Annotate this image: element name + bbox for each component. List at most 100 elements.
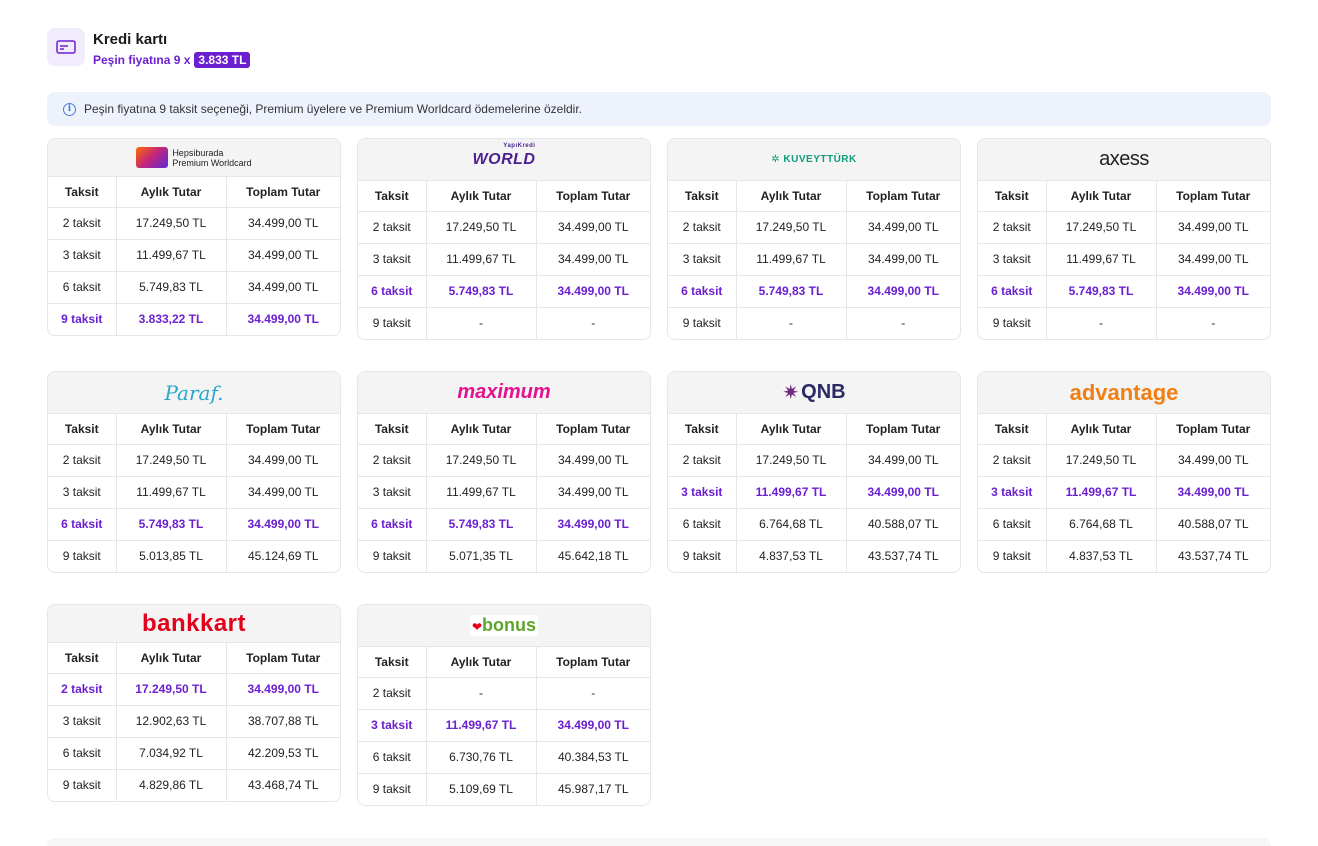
table-row: 2 taksit 17.249,50 TL 34.499,00 TL xyxy=(358,444,650,477)
table-row: 3 taksit 11.499,67 TL 34.499,00 TL xyxy=(358,709,650,742)
bank-logo: ✲ KUVEYTTÜRK xyxy=(668,139,960,181)
table-row: 6 taksit 6.764,68 TL 40.588,07 TL xyxy=(668,508,960,541)
logo-text: bonus xyxy=(482,615,537,635)
bank-card-axess: axess Taksit Aylık Tutar Toplam Tutar 2 tak… xyxy=(977,138,1271,340)
installment-count: 3 taksit xyxy=(48,705,117,738)
installment-count: 9 taksit xyxy=(358,773,427,805)
column-header: Toplam Tutar xyxy=(1156,414,1270,445)
installment-count: 6 taksit xyxy=(668,508,737,541)
monthly-amount: 11.499,67 TL xyxy=(736,243,847,276)
column-header: Aylık Tutar xyxy=(1046,414,1157,445)
total-amount: 34.499,00 TL xyxy=(536,275,650,308)
column-header: Toplam Tutar xyxy=(226,414,340,445)
total-amount: 34.499,00 TL xyxy=(846,211,960,244)
bank-card-bonus: ❤bonus Taksit Aylık Tutar Toplam Tutar 2 ta… xyxy=(357,604,651,806)
monthly-amount: 4.837,53 TL xyxy=(1046,540,1157,572)
table-header-row: Taksit Aylık Tutar Toplam Tutar xyxy=(358,181,650,212)
bank-card-bankkart: bankkart Taksit Aylık Tutar Toplam Tutar 2 … xyxy=(47,604,341,802)
installment-table: Taksit Aylık Tutar Toplam Tutar 2 taksit 17.… xyxy=(978,181,1270,339)
column-header: Toplam Tutar xyxy=(226,643,340,674)
monthly-amount: - xyxy=(426,677,537,710)
logo-text: advantage xyxy=(1069,379,1179,405)
column-header: Aylık Tutar xyxy=(426,181,537,212)
column-header: Taksit xyxy=(48,177,117,208)
installment-count: 6 taksit xyxy=(358,508,427,541)
info-text: Peşin fiyatına 9 taksit seçeneği, Premiu… xyxy=(84,102,582,116)
monthly-amount: 17.249,50 TL xyxy=(426,211,537,244)
installment-table: Taksit Aylık Tutar Toplam Tutar 2 taksit 17.… xyxy=(48,414,340,572)
installment-count: 6 taksit xyxy=(978,275,1047,308)
installment-count: 6 taksit xyxy=(48,508,117,541)
installment-count: 2 taksit xyxy=(48,444,117,477)
monthly-amount: - xyxy=(736,307,847,339)
monthly-amount: 5.749,83 TL xyxy=(116,271,227,304)
logo-text: WORLD xyxy=(472,150,536,168)
total-amount: 40.588,07 TL xyxy=(1156,508,1270,541)
monthly-amount: 5.749,83 TL xyxy=(116,508,227,541)
monthly-amount: 11.499,67 TL xyxy=(1046,243,1157,276)
installment-table: Taksit Aylık Tutar Toplam Tutar 2 taksit 17.… xyxy=(358,414,650,572)
table-row: 9 taksit 3.833,22 TL 34.499,00 TL xyxy=(48,303,340,335)
total-amount: 34.499,00 TL xyxy=(1156,243,1270,276)
installment-count: 3 taksit xyxy=(978,243,1047,276)
total-amount: 43.537,74 TL xyxy=(1177,549,1249,564)
installment-summary-text: Peşin fiyatına 9 x xyxy=(93,53,191,67)
column-header: Aylık Tutar xyxy=(736,181,847,212)
table-row: 2 taksit 17.249,50 TL 34.499,00 TL xyxy=(668,211,960,244)
table-row: 3 taksit 11.499,67 TL 34.499,00 TL xyxy=(668,243,960,276)
column-header: Taksit xyxy=(978,181,1047,212)
table-row: 2 taksit 17.249,50 TL 34.499,00 TL xyxy=(48,673,340,706)
table-row: 6 taksit 5.749,83 TL 34.499,00 TL xyxy=(358,275,650,308)
table-header-row: Taksit Aylık Tutar Toplam Tutar xyxy=(668,181,960,212)
total-amount: 45.124,69 TL xyxy=(247,549,319,564)
column-header: Taksit xyxy=(978,414,1047,445)
bank-logo: Hepsiburada Premium Worldcard xyxy=(48,139,340,177)
installment-count: 2 taksit xyxy=(358,677,427,710)
installment-count: 6 taksit xyxy=(358,741,427,774)
installment-count: 6 taksit xyxy=(48,737,117,770)
column-header: Aylık Tutar xyxy=(426,647,537,678)
installment-count: 9 taksit xyxy=(358,307,427,339)
total-amount: - xyxy=(901,316,906,331)
total-amount: 45.642,18 TL xyxy=(557,549,629,564)
installment-count: 9 taksit xyxy=(978,307,1047,339)
table-row: 3 taksit 11.499,67 TL 34.499,00 TL xyxy=(358,476,650,509)
monthly-amount: - xyxy=(426,307,537,339)
total-amount: 34.499,00 TL xyxy=(247,312,319,327)
total-amount: 34.499,00 TL xyxy=(536,709,650,742)
total-amount: 43.537,74 TL xyxy=(867,549,939,564)
kuveytturk-emblem-icon: ✲ xyxy=(771,154,784,165)
table-row: 6 taksit 6.730,76 TL 40.384,53 TL xyxy=(358,741,650,774)
heart-icon: ❤ xyxy=(471,620,483,634)
table-row: 3 taksit 11.499,67 TL 34.499,00 TL xyxy=(358,243,650,276)
column-header: Taksit xyxy=(358,647,427,678)
table-row: 6 taksit 7.034,92 TL 42.209,53 TL xyxy=(48,737,340,770)
monthly-amount: 11.499,67 TL xyxy=(116,239,227,272)
total-amount: - xyxy=(536,677,650,710)
table-row: 3 taksit 11.499,67 TL 34.499,00 TL xyxy=(48,239,340,272)
installment-count: 2 taksit xyxy=(358,444,427,477)
next-section-edge xyxy=(47,838,1271,846)
total-amount: 34.499,00 TL xyxy=(1156,275,1270,308)
bank-card-qnb: ✷ QNB Taksit Aylık Tutar Toplam Tutar 2 taks… xyxy=(667,371,961,573)
total-amount: 34.499,00 TL xyxy=(226,508,340,541)
table-row: 9 taksit 4.837,53 TL 43.537,74 TL xyxy=(668,540,960,572)
column-header: Aylık Tutar xyxy=(116,414,227,445)
table-row: 3 taksit 11.499,67 TL 34.499,00 TL xyxy=(978,243,1270,276)
monthly-amount: 11.499,67 TL xyxy=(736,476,847,509)
total-amount: 42.209,53 TL xyxy=(226,737,340,770)
monthly-amount: 11.499,67 TL xyxy=(426,709,537,742)
table-row: 9 taksit 5.109,69 TL 45.987,17 TL xyxy=(358,773,650,805)
installment-table: Taksit Aylık Tutar Toplam Tutar 2 taksit 17.… xyxy=(978,414,1270,572)
installment-summary: Peşin fiyatına 9 x 3.833 TL xyxy=(93,52,251,68)
total-amount: 34.499,00 TL xyxy=(226,476,340,509)
installment-count: 2 taksit xyxy=(358,211,427,244)
table-row: 9 taksit - - xyxy=(358,307,650,339)
column-header: Toplam Tutar xyxy=(1156,181,1270,212)
total-amount: 34.499,00 TL xyxy=(536,508,650,541)
bank-logo: YapıKredi WORLD xyxy=(358,139,650,181)
monthly-amount: 5.749,83 TL xyxy=(426,275,537,308)
table-header-row: Taksit Aylık Tutar Toplam Tutar xyxy=(48,177,340,208)
installment-count: 9 taksit xyxy=(978,540,1047,572)
total-amount: 34.499,00 TL xyxy=(536,211,650,244)
